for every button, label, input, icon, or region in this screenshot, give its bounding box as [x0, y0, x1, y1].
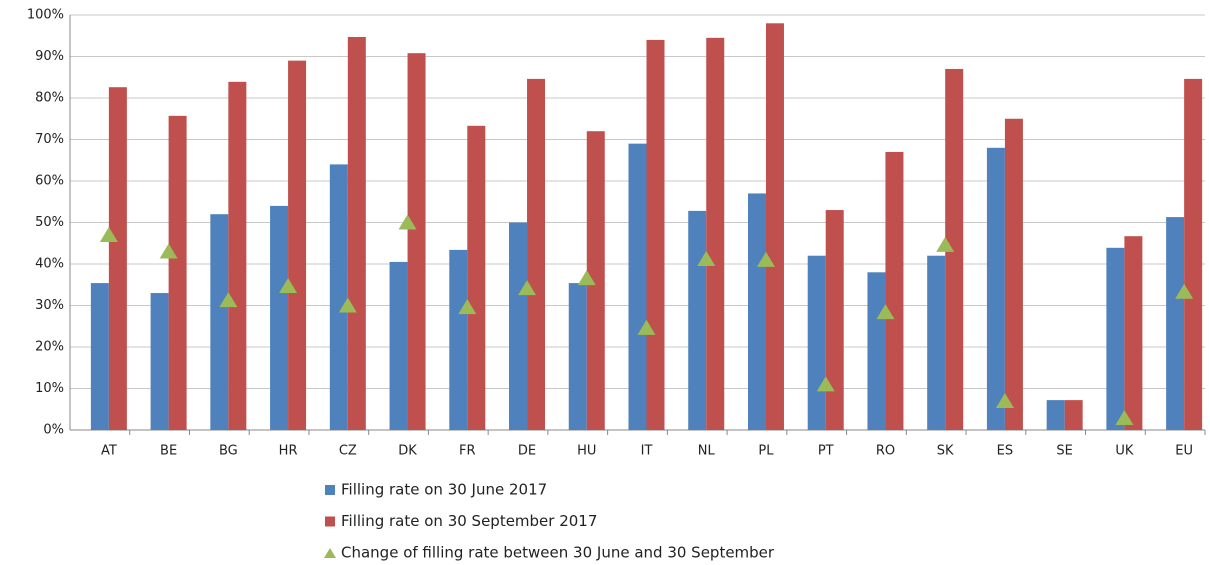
y-tick-label: 70%	[35, 132, 64, 147]
marker	[756, 251, 775, 267]
y-tick-label: 10%	[35, 381, 64, 396]
marker	[697, 251, 716, 267]
bar	[527, 78, 546, 430]
marker	[816, 376, 835, 392]
bar	[108, 87, 127, 431]
bar	[1124, 236, 1143, 430]
marker	[219, 292, 238, 308]
x-tick-label: BE	[160, 444, 177, 459]
bar	[228, 81, 247, 430]
bar	[628, 143, 647, 430]
bar	[270, 205, 289, 430]
bar	[1046, 400, 1065, 430]
x-tick-label: DK	[398, 444, 417, 459]
bar	[449, 249, 468, 430]
y-tick-label: 30%	[35, 298, 64, 313]
bar	[706, 37, 725, 430]
y-tick-label: 40%	[35, 257, 64, 272]
legend-label: Change of filling rate between 30 June a…	[341, 544, 775, 562]
bar	[407, 53, 426, 431]
bar	[885, 151, 904, 430]
y-tick-label: 100%	[27, 8, 64, 23]
y-tick-label: 60%	[35, 174, 64, 189]
marker	[279, 277, 298, 293]
bar	[1106, 247, 1125, 430]
bar	[347, 36, 366, 431]
y-tick-label: 20%	[35, 340, 64, 355]
bar	[150, 293, 169, 430]
bar	[1184, 78, 1203, 430]
marker	[577, 270, 596, 286]
x-tick-label: HR	[279, 444, 298, 459]
marker	[338, 297, 357, 313]
bar	[467, 125, 486, 431]
x-tick-label: AT	[101, 444, 117, 459]
marker	[398, 214, 417, 230]
legend-label: Filling rate on 30 June 2017	[341, 481, 547, 499]
x-tick-label: EU	[1175, 444, 1193, 459]
marker	[458, 299, 477, 315]
bar	[288, 60, 307, 431]
x-tick-label: UK	[1115, 444, 1134, 459]
bar	[568, 283, 587, 430]
bar	[1166, 217, 1185, 430]
bar	[1004, 118, 1023, 430]
bar	[825, 210, 844, 430]
marker	[637, 319, 656, 335]
bar	[168, 115, 187, 430]
bar	[646, 39, 665, 431]
bar	[329, 164, 348, 430]
y-tick-label: 80%	[35, 91, 64, 106]
bar	[945, 68, 964, 430]
y-tick-label: 0%	[43, 423, 64, 438]
y-tick-label: 90%	[35, 49, 64, 64]
x-tick-label: SE	[1056, 444, 1072, 459]
marker	[1175, 283, 1194, 299]
bar	[765, 23, 784, 431]
marker	[159, 243, 178, 259]
bar	[927, 255, 946, 430]
bar	[210, 214, 229, 430]
legend-label: Filling rate on 30 September 2017	[341, 512, 597, 530]
bar	[509, 222, 528, 430]
x-tick-label: PL	[758, 444, 774, 459]
marker	[876, 304, 895, 320]
x-tick-label: PT	[818, 444, 834, 459]
legend-swatch	[324, 548, 336, 558]
marker	[995, 392, 1014, 408]
x-tick-label: RO	[876, 444, 895, 459]
bar	[688, 210, 707, 430]
x-tick-label: IT	[641, 444, 653, 459]
bar	[986, 147, 1005, 431]
marker	[518, 280, 537, 296]
bar	[807, 255, 826, 430]
y-tick-label: 50%	[35, 215, 64, 230]
marker	[1115, 409, 1134, 425]
bar	[1064, 400, 1083, 430]
bar	[389, 261, 408, 430]
bar	[867, 272, 886, 430]
x-tick-label: NL	[698, 444, 716, 459]
marker	[936, 236, 955, 252]
bar	[586, 131, 605, 430]
bar	[747, 193, 766, 430]
marker	[99, 226, 118, 242]
x-tick-label: DE	[518, 444, 536, 459]
x-tick-label: ES	[997, 444, 1013, 459]
bar	[90, 283, 109, 430]
x-tick-label: SK	[937, 444, 954, 459]
x-tick-label: CZ	[339, 444, 357, 459]
legend-swatch	[325, 516, 335, 527]
x-tick-label: HU	[577, 444, 596, 459]
x-tick-label: FR	[459, 444, 476, 459]
x-tick-label: BG	[219, 444, 238, 459]
legend-swatch	[325, 485, 335, 495]
